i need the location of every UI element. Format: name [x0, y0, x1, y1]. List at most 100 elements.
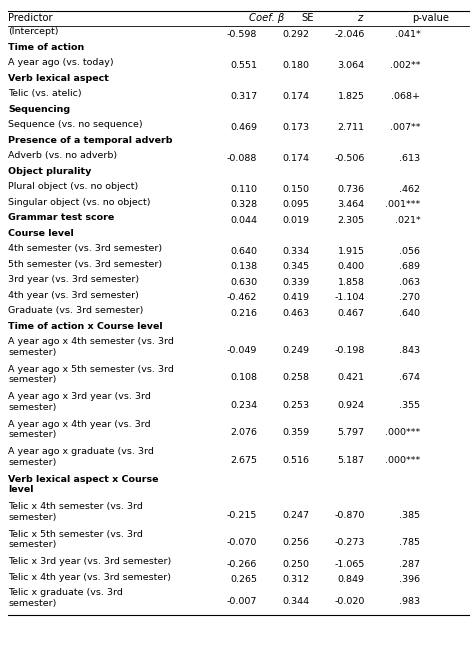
- Text: Telic x 3rd year (vs. 3rd semester): Telic x 3rd year (vs. 3rd semester): [8, 557, 171, 566]
- Text: Singular object (vs. no object): Singular object (vs. no object): [8, 198, 151, 207]
- Text: Sequencing: Sequencing: [8, 105, 70, 114]
- Text: .355: .355: [399, 401, 420, 410]
- Text: p-value: p-value: [412, 13, 449, 22]
- Text: 0.138: 0.138: [230, 262, 257, 272]
- Text: 4th semester (vs. 3rd semester): 4th semester (vs. 3rd semester): [8, 245, 162, 253]
- Text: -0.462: -0.462: [227, 293, 257, 303]
- Text: 0.328: 0.328: [230, 200, 257, 210]
- Text: -0.506: -0.506: [334, 154, 365, 163]
- Text: 0.019: 0.019: [282, 216, 309, 225]
- Text: Plural object (vs. no object): Plural object (vs. no object): [8, 182, 138, 192]
- Text: Telic x graduate (vs. 3rd
semester): Telic x graduate (vs. 3rd semester): [8, 588, 123, 608]
- Text: 0.044: 0.044: [230, 216, 257, 225]
- Text: 0.256: 0.256: [282, 539, 309, 547]
- Text: -0.870: -0.870: [334, 511, 365, 520]
- Text: 0.924: 0.924: [337, 401, 365, 410]
- Text: 0.174: 0.174: [282, 92, 309, 101]
- Text: .001***: .001***: [385, 200, 420, 210]
- Text: SE: SE: [302, 13, 314, 22]
- Text: 0.849: 0.849: [337, 576, 365, 584]
- Text: Time of action: Time of action: [8, 43, 84, 52]
- Text: -1.065: -1.065: [334, 560, 365, 569]
- Text: 0.334: 0.334: [282, 247, 309, 256]
- Text: Predictor: Predictor: [8, 13, 53, 22]
- Text: 5.187: 5.187: [337, 456, 365, 465]
- Text: .000***: .000***: [385, 428, 420, 438]
- Text: -0.088: -0.088: [227, 154, 257, 163]
- Text: 3rd year (vs. 3rd semester): 3rd year (vs. 3rd semester): [8, 276, 139, 284]
- Text: 0.095: 0.095: [282, 200, 309, 210]
- Text: 5th semester (vs. 3rd semester): 5th semester (vs. 3rd semester): [8, 260, 162, 269]
- Text: 0.469: 0.469: [230, 123, 257, 132]
- Text: .385: .385: [399, 511, 420, 520]
- Text: z: z: [357, 13, 362, 22]
- Text: -0.198: -0.198: [334, 346, 365, 355]
- Text: .983: .983: [399, 597, 420, 606]
- Text: -0.215: -0.215: [227, 511, 257, 520]
- Text: .785: .785: [400, 539, 420, 547]
- Text: 0.339: 0.339: [282, 278, 309, 287]
- Text: 2.675: 2.675: [230, 456, 257, 465]
- Text: 0.253: 0.253: [282, 401, 309, 410]
- Text: 0.110: 0.110: [230, 185, 257, 194]
- Text: .056: .056: [400, 247, 420, 256]
- Text: 0.312: 0.312: [282, 576, 309, 584]
- Text: A year ago x 4th year (vs. 3rd
semester): A year ago x 4th year (vs. 3rd semester): [8, 420, 151, 440]
- Text: Telic x 4th semester (vs. 3rd
semester): Telic x 4th semester (vs. 3rd semester): [8, 502, 143, 522]
- Text: Telic (vs. atelic): Telic (vs. atelic): [8, 89, 82, 98]
- Text: -1.104: -1.104: [334, 293, 365, 303]
- Text: 0.258: 0.258: [282, 373, 309, 383]
- Text: -2.046: -2.046: [334, 30, 365, 39]
- Text: .640: .640: [400, 309, 420, 318]
- Text: 0.463: 0.463: [282, 309, 309, 318]
- Text: 0.640: 0.640: [230, 247, 257, 256]
- Text: 0.419: 0.419: [282, 293, 309, 303]
- Text: (Intercept): (Intercept): [8, 28, 58, 36]
- Text: 0.516: 0.516: [282, 456, 309, 465]
- Text: .396: .396: [399, 576, 420, 584]
- Text: A year ago x graduate (vs. 3rd
semester): A year ago x graduate (vs. 3rd semester): [8, 447, 154, 467]
- Text: 0.234: 0.234: [230, 401, 257, 410]
- Text: Course level: Course level: [8, 229, 74, 238]
- Text: 3.064: 3.064: [337, 61, 365, 70]
- Text: 2.305: 2.305: [337, 216, 365, 225]
- Text: Telic x 5th semester (vs. 3rd
semester): Telic x 5th semester (vs. 3rd semester): [8, 530, 143, 549]
- Text: .462: .462: [400, 185, 420, 194]
- Text: Telic x 4th year (vs. 3rd semester): Telic x 4th year (vs. 3rd semester): [8, 573, 171, 582]
- Text: -0.020: -0.020: [334, 597, 365, 606]
- Text: 0.317: 0.317: [230, 92, 257, 101]
- Text: 0.249: 0.249: [282, 346, 309, 355]
- Text: 0.400: 0.400: [337, 262, 365, 272]
- Text: A year ago x 4th semester (vs. 3rd
semester): A year ago x 4th semester (vs. 3rd semes…: [8, 338, 174, 357]
- Text: 2.711: 2.711: [337, 123, 365, 132]
- Text: .689: .689: [400, 262, 420, 272]
- Text: 0.551: 0.551: [230, 61, 257, 70]
- Text: Sequence (vs. no sequence): Sequence (vs. no sequence): [8, 120, 143, 130]
- Text: Coef. β: Coef. β: [249, 13, 284, 22]
- Text: 4th year (vs. 3rd semester): 4th year (vs. 3rd semester): [8, 291, 139, 300]
- Text: .000***: .000***: [385, 456, 420, 465]
- Text: Adverb (vs. no adverb): Adverb (vs. no adverb): [8, 151, 117, 161]
- Text: .041*: .041*: [395, 30, 420, 39]
- Text: 2.076: 2.076: [230, 428, 257, 438]
- Text: .613: .613: [399, 154, 420, 163]
- Text: Time of action x Course level: Time of action x Course level: [8, 322, 163, 331]
- Text: .287: .287: [400, 560, 420, 569]
- Text: .270: .270: [400, 293, 420, 303]
- Text: .021*: .021*: [395, 216, 420, 225]
- Text: A year ago (vs. today): A year ago (vs. today): [8, 58, 114, 67]
- Text: 5.797: 5.797: [337, 428, 365, 438]
- Text: -0.598: -0.598: [227, 30, 257, 39]
- Text: 0.265: 0.265: [230, 576, 257, 584]
- Text: 0.216: 0.216: [230, 309, 257, 318]
- Text: 0.180: 0.180: [282, 61, 309, 70]
- Text: 1.915: 1.915: [337, 247, 365, 256]
- Text: 0.467: 0.467: [337, 309, 365, 318]
- Text: Object plurality: Object plurality: [8, 167, 91, 176]
- Text: 0.108: 0.108: [230, 373, 257, 383]
- Text: Verb lexical aspect x Course
level: Verb lexical aspect x Course level: [8, 475, 158, 494]
- Text: .674: .674: [400, 373, 420, 383]
- Text: 0.174: 0.174: [282, 154, 309, 163]
- Text: Presence of a temporal adverb: Presence of a temporal adverb: [8, 136, 173, 145]
- Text: Verb lexical aspect: Verb lexical aspect: [8, 74, 109, 83]
